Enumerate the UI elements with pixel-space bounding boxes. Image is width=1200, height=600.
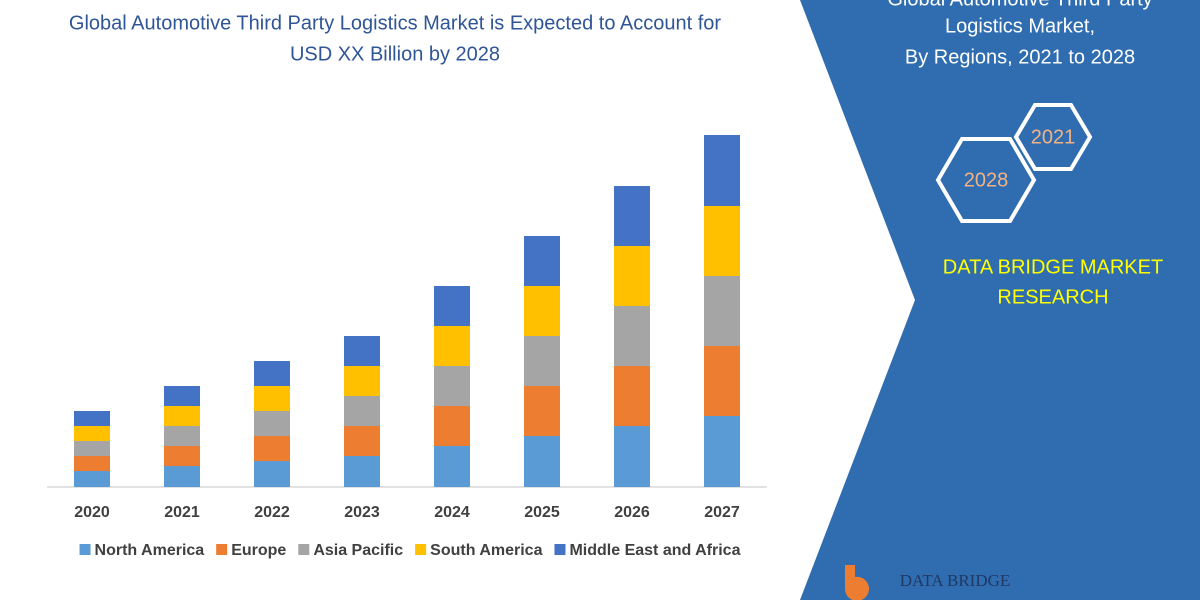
x-tick-label: 2021 [164, 504, 200, 521]
legend-swatch [298, 544, 310, 555]
legend-swatch [554, 544, 566, 555]
legend-swatch [216, 544, 228, 555]
bar-segment [704, 135, 740, 206]
hexagon [1013, 103, 1093, 171]
brand: RESEARCH [997, 286, 1108, 308]
bar-segment [524, 386, 560, 436]
panel-title: Logistics Market, [945, 15, 1095, 37]
x-tick-label: 2025 [524, 504, 560, 521]
bar-segment [524, 436, 560, 487]
logo-icon [845, 565, 869, 600]
bar-segment [614, 306, 650, 366]
hexagon [935, 137, 1037, 223]
bar-segment [434, 446, 470, 487]
bar-segment [434, 326, 470, 366]
bar-segment [434, 366, 470, 406]
x-tick-label: 2026 [614, 504, 650, 521]
x-tick-label: 2022 [254, 504, 290, 521]
legend-label: South America [430, 542, 542, 559]
bar-segment [614, 186, 650, 246]
bar-segment [704, 276, 740, 346]
legend-label: Asia Pacific [313, 542, 403, 559]
bar-segment [164, 446, 200, 466]
bar-segment [344, 366, 380, 396]
bar-segment [434, 286, 470, 326]
bar-segment [254, 361, 290, 386]
bar-segment [164, 426, 200, 446]
bar-segment [74, 471, 110, 487]
x-tick-label: 2027 [704, 504, 740, 521]
brand: DATA BRIDGE MARKET [943, 256, 1163, 278]
bar-segment [614, 366, 650, 426]
bar-segment [74, 426, 110, 441]
bar-segment [344, 456, 380, 487]
bar-segment [344, 336, 380, 366]
chart-title: Global Automotive Third Party Logistics … [69, 12, 721, 34]
bar-segment [704, 416, 740, 487]
hexagon-label: 2028 [964, 169, 1009, 191]
bar-segment [164, 466, 200, 487]
chart-title: USD XX Billion by 2028 [290, 43, 500, 65]
legend-swatch [79, 544, 91, 555]
bar-segment [254, 436, 290, 461]
x-tick-label: 2024 [434, 504, 470, 521]
legend-label: Europe [231, 542, 286, 559]
bar-segment [614, 246, 650, 306]
bar-segment [254, 411, 290, 436]
bar-segment [524, 286, 560, 336]
bar-segment [164, 406, 200, 426]
bar-segment [704, 206, 740, 276]
bar-segment [434, 406, 470, 446]
bar-segment [344, 426, 380, 456]
bar-segment [704, 346, 740, 416]
panel-title: By Regions, 2021 to 2028 [905, 46, 1135, 68]
bar-segment [344, 396, 380, 426]
x-tick-label: 2023 [344, 504, 380, 521]
side-panel [800, 0, 1200, 600]
legend-swatch [415, 544, 427, 555]
panel-title: Global Automotive Third Party [887, 0, 1152, 10]
logo-text: DATA BRIDGE [900, 571, 1011, 590]
bar-segment [74, 411, 110, 426]
bar-segment [254, 386, 290, 411]
hexagon-label: 2021 [1031, 126, 1076, 148]
bar-segment [74, 456, 110, 471]
bar-segment [614, 426, 650, 487]
bar-segment [254, 461, 290, 487]
x-tick-label: 2020 [74, 504, 110, 521]
bar-segment [524, 236, 560, 286]
bar-segment [74, 441, 110, 456]
bar-segment [164, 386, 200, 406]
legend-label: North America [95, 542, 205, 559]
legend-label: Middle East and Africa [569, 542, 740, 559]
bar-segment [524, 336, 560, 386]
